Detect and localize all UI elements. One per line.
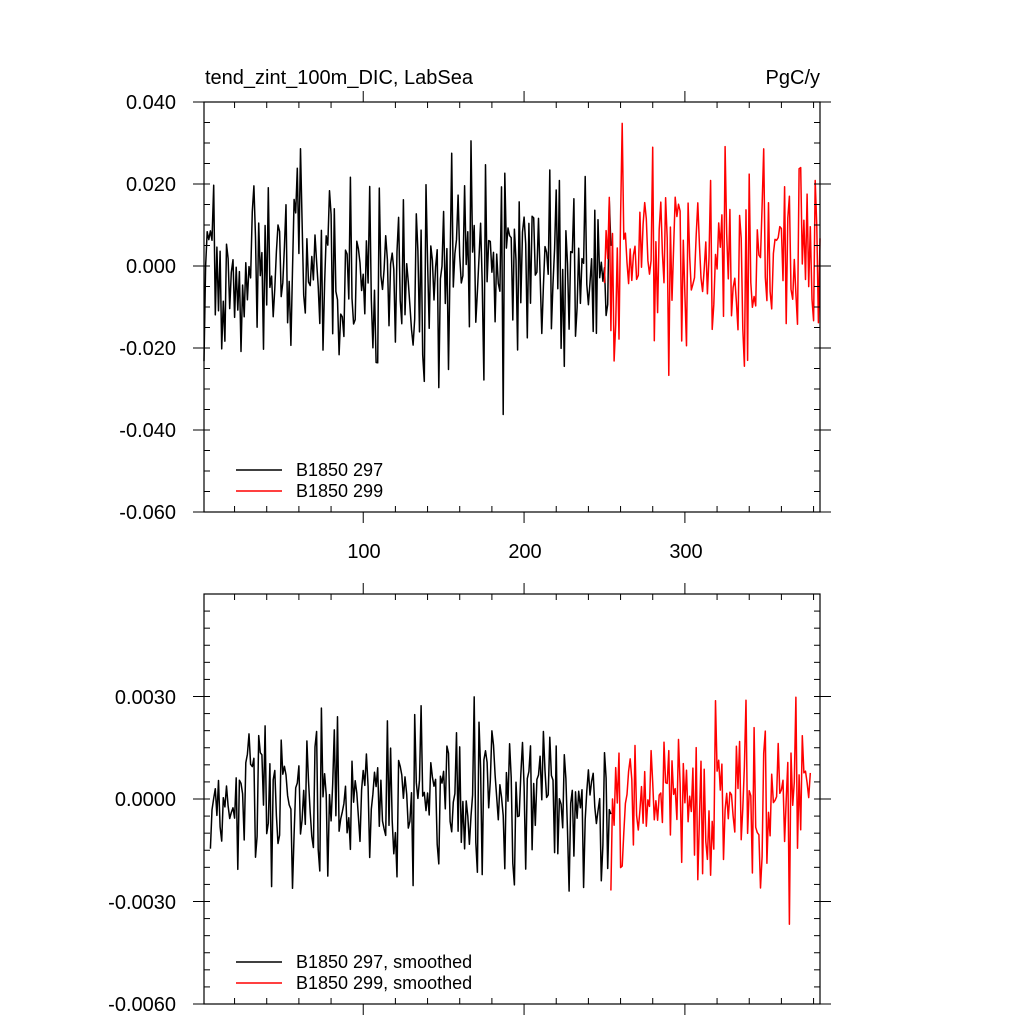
top-legend-label-299: B1850 299 <box>296 481 383 501</box>
bottom-y-tick-label: 0.0030 <box>115 687 176 709</box>
top-panel: tend_zint_100m_DIC, LabSea PgC/y 0.040 0… <box>119 67 831 563</box>
top-x-tick-label: 100 <box>347 541 380 563</box>
top-y-tick-label: 0.000 <box>126 256 176 278</box>
top-y-tick-label: -0.040 <box>119 420 176 442</box>
top-chart-title: tend_zint_100m_DIC, LabSea <box>205 67 474 89</box>
top-ticks-group <box>193 91 831 523</box>
top-chart-units: PgC/y <box>766 67 820 89</box>
bottom-y-tick-label: 0.0000 <box>115 789 176 811</box>
bottom-legend-label-299: B1850 299, smoothed <box>296 973 472 993</box>
bottom-legend: B1850 297, smoothed B1850 299, smoothed <box>236 952 472 993</box>
top-series-line-297 <box>203 140 612 416</box>
bottom-y-tick-label: -0.0030 <box>108 892 176 914</box>
top-legend: B1850 297 B1850 299 <box>236 460 383 501</box>
top-legend-label-297: B1850 297 <box>296 460 383 480</box>
bottom-plot-frame <box>203 593 821 1005</box>
top-x-tick-label: 200 <box>508 541 541 563</box>
bottom-series-line-299 <box>610 696 812 926</box>
bottom-series-group <box>209 696 812 926</box>
top-series-line-299 <box>603 122 821 377</box>
top-y-tick-label: -0.060 <box>119 502 176 524</box>
top-y-tick-label: -0.020 <box>119 338 176 360</box>
top-series-group <box>203 122 821 416</box>
bottom-series-line-297 <box>209 696 612 892</box>
top-plot-frame <box>203 101 821 513</box>
bottom-panel: 0.0030 0.0000 -0.0030 -0.0060 B1850 297,… <box>108 583 831 1016</box>
bottom-ticks-group <box>193 583 831 1015</box>
top-y-tick-label: 0.020 <box>126 174 176 196</box>
top-y-tick-label: 0.040 <box>126 92 176 114</box>
bottom-legend-label-297: B1850 297, smoothed <box>296 952 472 972</box>
top-x-tick-label: 300 <box>669 541 702 563</box>
bottom-y-tick-label: -0.0060 <box>108 994 176 1016</box>
